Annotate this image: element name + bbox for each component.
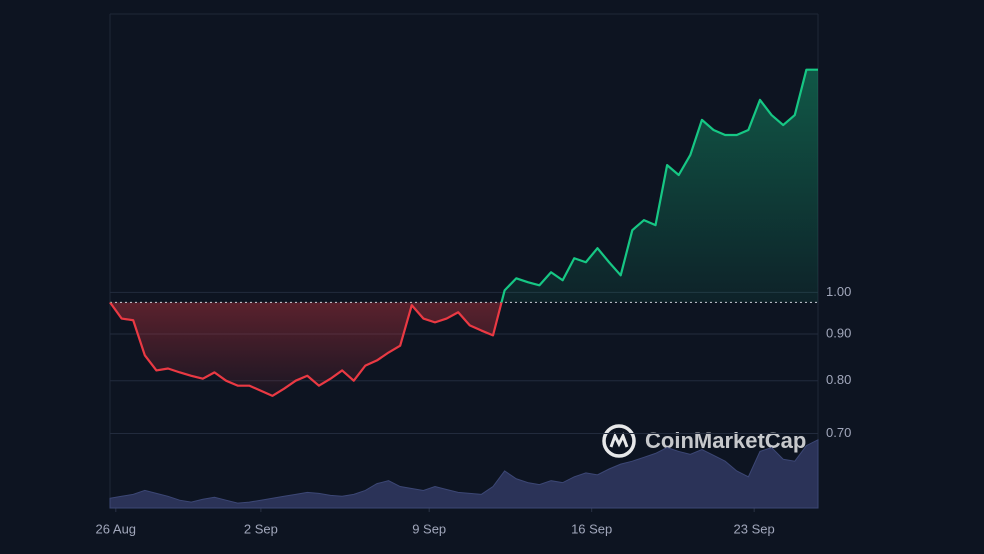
watermark-logo bbox=[602, 424, 636, 458]
watermark-logo-m bbox=[609, 432, 629, 448]
y-tick-label: 0.70 bbox=[826, 425, 851, 440]
y-tick-label: 1.00 bbox=[826, 284, 851, 299]
y-tick-label: 0.90 bbox=[826, 325, 851, 340]
x-tick-label: 23 Sep bbox=[734, 521, 775, 536]
x-tick-label: 16 Sep bbox=[571, 521, 612, 536]
price-area bbox=[110, 69, 818, 396]
x-tick-label: 2 Sep bbox=[244, 521, 278, 536]
x-tick-label: 26 Aug bbox=[96, 521, 137, 536]
price-line bbox=[109, 68, 818, 397]
volume-area bbox=[109, 438, 819, 509]
y-tick-label: 0.80 bbox=[826, 372, 851, 387]
x-tick-label: 9 Sep bbox=[412, 521, 446, 536]
